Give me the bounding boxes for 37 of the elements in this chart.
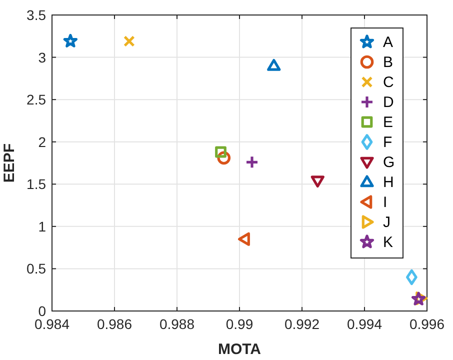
x-axis-title: MOTA [218, 341, 262, 358]
legend-label: I [383, 194, 388, 211]
legend-label: F [383, 134, 392, 151]
y-tick-label: 3 [38, 49, 46, 66]
point [412, 292, 426, 306]
legend-label: B [383, 54, 394, 71]
point [310, 176, 324, 188]
y-tick-label: 2.5 [26, 92, 46, 108]
y-tick-label: 1.5 [26, 176, 46, 192]
y-tick-label: 1 [38, 218, 46, 234]
y-tick-label: 2 [38, 134, 46, 150]
y-axis-title: EEPF [1, 143, 18, 183]
legend-label: A [383, 34, 394, 51]
legend-label: J [383, 214, 390, 231]
legend-label: D [383, 94, 394, 111]
x-tick-label: 0.994 [346, 316, 382, 332]
x-tick-label: 0.99 [226, 316, 254, 332]
x-tick-label: 0.986 [96, 316, 132, 332]
x-tick-label: 0.996 [409, 316, 445, 332]
y-tick-label: 0 [38, 303, 46, 319]
x-tick-label: 0.984 [34, 316, 70, 332]
y-tick-label: 0.5 [26, 260, 46, 277]
point [215, 146, 226, 158]
y-tick-label: 3.5 [26, 7, 46, 23]
point [267, 58, 281, 71]
point [245, 155, 259, 169]
legend-label: H [383, 174, 394, 191]
point [123, 36, 135, 47]
legend-label: E [383, 114, 394, 131]
point [238, 232, 250, 246]
point [406, 269, 418, 286]
point [63, 34, 78, 48]
legend-label: C [383, 74, 394, 91]
x-tick-label: 0.988 [159, 316, 195, 332]
legend-label: K [383, 234, 394, 251]
legend-label: G [383, 154, 395, 171]
x-tick-label: 0.992 [284, 316, 320, 332]
